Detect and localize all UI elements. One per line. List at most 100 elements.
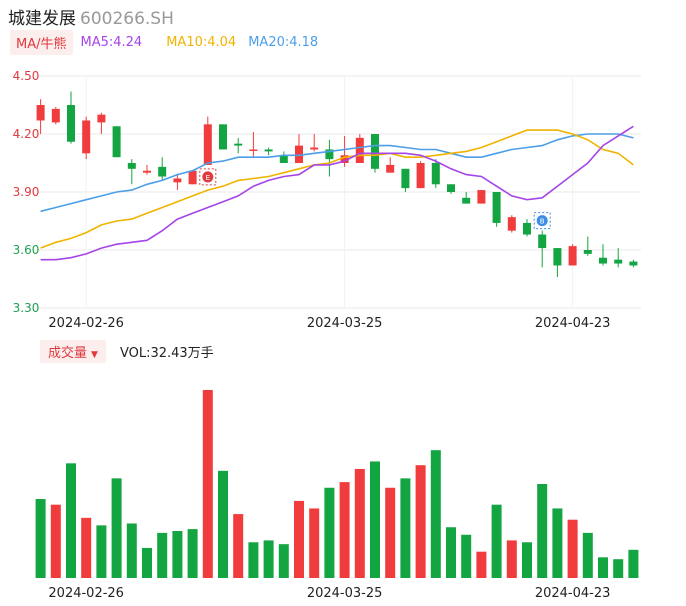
signal-marker-icon [536,215,548,227]
ma-selector-button[interactable]: MA/牛熊 [10,29,73,55]
volume-bar [172,531,183,578]
candle-body [614,259,623,264]
y-tick-label: 4.50 [13,69,40,83]
candle-body [401,168,410,189]
volume-bar [354,468,365,578]
volume-bar [187,529,198,578]
volume-bar [278,544,289,578]
x-tick-label: 2024-04-23 [535,316,611,331]
candle-body [67,105,75,142]
volume-bar [567,519,578,578]
ma10-line [40,129,634,249]
candle-body [568,246,577,266]
volume-bar [248,542,259,578]
ma5-line [40,125,634,261]
ma5-value: MA5:4.24 [80,34,143,50]
candle-body [310,147,319,150]
candle-body [36,105,45,121]
volume-bar [111,478,122,578]
y-tick-label: 4.20 [13,127,40,141]
candle-body [295,145,303,163]
volume-bar [309,508,320,578]
candle-body [173,178,182,183]
volume-bar [218,470,228,578]
y-tick-label: 3.30 [13,301,40,315]
candle-body [583,250,592,254]
candle-body [599,257,607,264]
candle-body [371,134,379,169]
volume-bar [142,547,152,578]
candle-body [629,261,638,266]
volume-bar [324,487,335,578]
signal-marker-label: E [206,174,210,182]
y-tick-label: 3.60 [13,243,40,257]
volume-bar [522,542,532,578]
signal-marker-frame [199,168,217,186]
signal-marker-icon [202,171,214,183]
volume-selector-label: 成交量 [48,345,88,361]
volume-bar [294,500,304,578]
y-tick-label: 3.90 [13,185,40,199]
candle-body [188,170,197,185]
candle-body [112,126,121,158]
x-tick-label: 2024-03-25 [307,586,383,601]
candle-body [523,222,531,235]
volume-bar [476,551,487,578]
volume-bar [415,465,426,578]
candle-body [51,108,60,123]
x-tick-label: 2024-02-26 [48,316,124,331]
caret-down-icon: ▼ [91,349,98,360]
candle-body [477,190,486,204]
volume-value: VOL:32.43万手 [119,345,214,361]
stock-name: 城建发展 [8,9,76,29]
volume-bar [50,504,61,578]
volume-bar [582,532,593,578]
x-tick-label: 2024-02-26 [48,586,124,601]
volume-bar [339,482,350,578]
signal-marker-label: B [540,218,545,226]
ma-legend: MA/牛熊 MA5:4.24 MA10:4.04 MA20:4.18 [10,29,319,55]
volume-bar [491,504,502,578]
candle-body [340,155,349,163]
candle-body [447,184,455,192]
volume-bar [613,559,624,578]
volume-bar [461,534,472,578]
candle-body [492,192,501,223]
volume-bar [126,523,137,578]
volume-bar [35,499,46,578]
candle-body [264,149,273,152]
volume-bar [66,463,76,578]
candle-body [203,124,212,165]
x-tick-label: 2024-03-25 [307,316,383,331]
candle-body [279,155,288,163]
candle-body [416,163,425,189]
candle-body [355,137,364,163]
candle-body [553,248,562,266]
candle-body [431,163,440,185]
candle-body [507,217,516,231]
candle-body [462,197,471,204]
stock-title: 城建发展 600266.SH [8,4,174,29]
candle-body [538,234,547,249]
volume-bar [263,540,274,578]
volume-bar [81,517,92,578]
volume-selector-button[interactable]: 成交量 ▼ [40,339,106,363]
candle-body [249,149,258,151]
candle-body [386,164,395,173]
volume-bar [233,514,244,578]
volume-bar [446,527,456,578]
candle-body [143,170,151,173]
volume-bar [430,450,441,578]
volume-bar [202,390,213,578]
volume-bar [96,525,107,578]
candle-body [158,166,167,177]
candle-body [325,149,334,160]
ma20-value: MA20:4.18 [248,34,319,50]
volume-bar [370,461,380,578]
signal-marker-frame [533,212,551,230]
volume-bar [552,508,563,578]
candle-body [82,120,91,154]
candle-body [234,143,243,146]
volume-bar [537,484,548,578]
